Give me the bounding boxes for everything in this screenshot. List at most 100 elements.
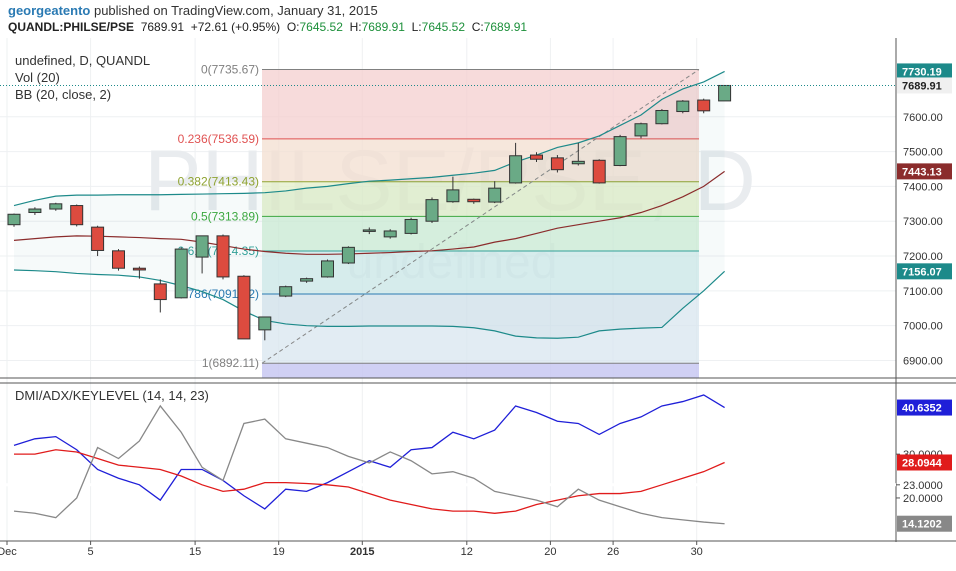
- candle-body: [28, 208, 42, 214]
- legend-main: undefined, D, QUANDL: [15, 53, 150, 68]
- price-tick-label: 7100.00: [903, 286, 943, 298]
- dmi-value-box: [897, 399, 952, 416]
- dmi-tick-label: 23.0000: [903, 480, 943, 492]
- time-tick-label: 15: [189, 546, 201, 558]
- price-tick-label: 7600.00: [903, 112, 943, 124]
- bb-basis-line: [13, 170, 725, 255]
- candle-body: [425, 199, 439, 222]
- dmi-series-di: [14, 449, 725, 514]
- candle-body: [362, 229, 376, 232]
- time-tick-label: 12: [461, 546, 473, 558]
- fib-trend-line: [261, 69, 700, 364]
- price-tick-label: 7300.00: [903, 216, 943, 228]
- candle-body: [70, 205, 84, 226]
- candle-body: [634, 123, 648, 137]
- dmi-series-di: [13, 394, 725, 510]
- legend-dmi: DMI/ADX/KEYLEVEL (14, 14, 23): [15, 388, 209, 403]
- candle-body: [550, 157, 564, 171]
- symbol-name: QUANDL:PHILSE/PSE: [8, 20, 135, 34]
- chart-header: georgeatento published on TradingView.co…: [0, 0, 956, 38]
- candle-body: [195, 235, 209, 258]
- candle-body: [592, 159, 606, 184]
- candle-body: [258, 316, 272, 331]
- dmi-series-adx: [13, 404, 725, 525]
- time-tick-label: 2015: [350, 546, 374, 558]
- price-label-box: [897, 163, 952, 180]
- candle-body: [676, 100, 690, 113]
- price-change: +72.61 (+0.95%): [190, 20, 281, 34]
- fib-level-label-0: 0(7735.67): [201, 63, 259, 77]
- bb-fill: [14, 71, 725, 339]
- candle-body: [718, 84, 732, 102]
- candle-body: [279, 286, 293, 297]
- candle-body: [216, 235, 230, 278]
- dmi-value-box: [897, 454, 952, 471]
- dmi-tick-label: 20.0000: [903, 493, 943, 505]
- bb-upper-line: [13, 70, 725, 207]
- high-label: H:: [349, 20, 362, 34]
- dmi-value-label: 28.0944: [902, 457, 943, 469]
- candle-body: [488, 187, 502, 203]
- price-label-value: 7730.19: [902, 66, 942, 78]
- close-value: 7689.91: [483, 20, 528, 34]
- dmi-pane: [0, 383, 956, 541]
- price-label-value: 7443.13: [902, 166, 942, 178]
- price-label-box: [897, 63, 952, 80]
- legend-bb: BB (20, close, 2): [15, 87, 111, 102]
- fib-zone-extension: [262, 363, 699, 378]
- price-axis: [896, 38, 956, 571]
- candle-body: [467, 198, 481, 203]
- candle-body: [341, 246, 355, 264]
- time-tick-label: Dec: [0, 546, 17, 558]
- price-tick-label: 7000.00: [903, 321, 943, 333]
- quote-line: QUANDL:PHILSE/PSE 7689.91 +72.61 (+0.95%…: [8, 20, 527, 34]
- fib-zone-0.382: [262, 181, 699, 217]
- candle-body: [300, 278, 314, 282]
- high-value: 7689.91: [361, 20, 405, 34]
- fib-zone-0: [262, 69, 699, 139]
- time-tick-label: 30: [691, 546, 703, 558]
- fib-level-label-0.5: 0.5(7313.89): [191, 209, 259, 223]
- candle-body: [383, 230, 397, 238]
- price-label-value: 7156.07: [902, 266, 942, 278]
- time-tick-label: 26: [607, 546, 619, 558]
- candle-body: [49, 203, 63, 210]
- published-text: published on TradingView.com, January 31…: [93, 3, 378, 18]
- time-tick-label: 5: [88, 546, 94, 558]
- open-label: O:: [286, 20, 300, 34]
- time-tick-label: 19: [273, 546, 285, 558]
- candle-body: [404, 218, 418, 234]
- candle-body: [509, 155, 523, 184]
- legend-vol: Vol (20): [15, 70, 60, 85]
- close-label: C:: [471, 20, 484, 34]
- price-tick-label: 7500.00: [903, 147, 943, 159]
- candle-body: [613, 136, 627, 167]
- dmi-value-box: [897, 515, 952, 532]
- fib-level-label-0.382: 0.382(7413.43): [178, 175, 259, 189]
- price-label-box: [897, 263, 952, 280]
- candle-body: [7, 213, 21, 226]
- price-tick-label: 7200.00: [903, 251, 943, 263]
- candle-body: [91, 226, 105, 251]
- candle-body: [655, 109, 669, 125]
- fib-zone-0.618: [262, 251, 699, 294]
- time-tick-label: 20: [544, 546, 556, 558]
- fib-level-label-1: 1(6892.11): [202, 356, 259, 370]
- price-tick-label: 7400.00: [903, 181, 943, 193]
- price-label-value: 7689.91: [902, 80, 942, 92]
- fib-level-label-0.236: 0.236(7536.59): [178, 132, 259, 146]
- open-value: 7645.52: [299, 20, 343, 34]
- author-name[interactable]: georgeatento: [8, 3, 91, 18]
- candle-body: [174, 248, 188, 299]
- candle-body: [112, 250, 125, 269]
- candle-body: [571, 160, 585, 165]
- price-tick-label: 6900.00: [903, 355, 943, 367]
- low-value: 7645.52: [421, 20, 466, 34]
- price-label-box: [897, 77, 952, 94]
- chart-area[interactable]: PHILSE/PSE, Dundefined0(7735.67)0.236(75…: [0, 38, 956, 571]
- candle-body: [237, 275, 251, 340]
- candle-body: [132, 267, 146, 271]
- low-label: L:: [411, 20, 422, 34]
- candle-body: [446, 189, 460, 203]
- candle-body: [697, 99, 711, 112]
